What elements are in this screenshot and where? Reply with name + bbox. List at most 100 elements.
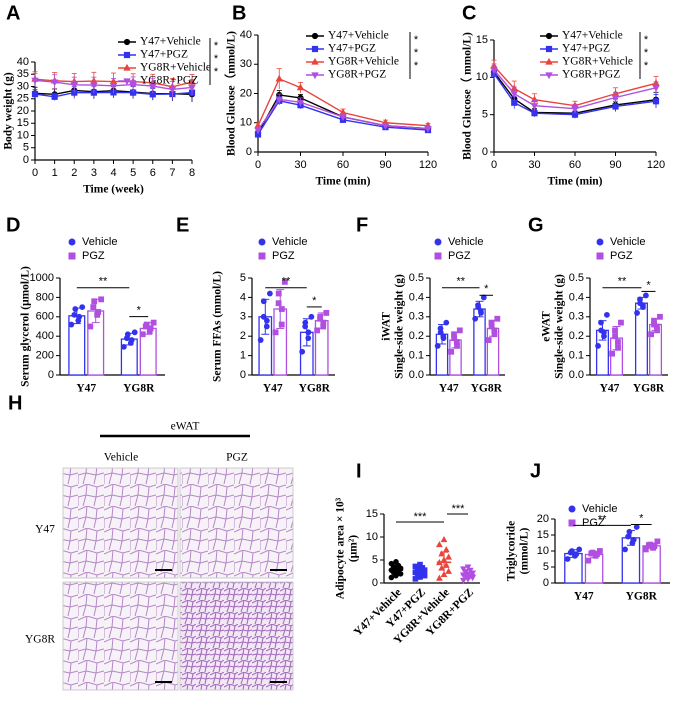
- marker: [434, 343, 441, 349]
- marker: [275, 74, 283, 82]
- marker: [545, 45, 553, 53]
- marker: [618, 319, 624, 326]
- marker: [302, 319, 309, 326]
- panel-letter: D: [6, 214, 20, 236]
- significance-label: *: [644, 47, 649, 59]
- marker: [417, 561, 423, 568]
- y-tick-label: 15: [17, 117, 29, 129]
- y-axis-label: iWAT: [381, 312, 393, 341]
- legend-label: PGZ: [582, 517, 605, 529]
- significance-label: *: [644, 34, 649, 46]
- y-tick-label: 10: [240, 117, 252, 129]
- y-tick-label: 10: [537, 545, 549, 557]
- x-tick-label: YG8R: [633, 383, 665, 395]
- x-tick-label: 120: [419, 159, 437, 171]
- y-tick-label: 0: [246, 146, 252, 158]
- marker: [412, 576, 419, 582]
- legend-label: YG8R+PGZ: [140, 75, 198, 87]
- y-tick-label: 0.5: [409, 272, 424, 284]
- legend-label: Y47+PGZ: [562, 43, 610, 55]
- marker: [440, 333, 447, 340]
- marker: [642, 546, 649, 553]
- y-tick-label: 10: [476, 71, 488, 83]
- marker: [91, 298, 98, 305]
- y-axis-label: Serum FFAs (mmol/L): [212, 271, 224, 382]
- x-tick-label: 1: [52, 167, 58, 179]
- marker: [597, 548, 603, 554]
- marker: [634, 310, 640, 316]
- legend-label: Y47+Vehicle: [140, 36, 201, 48]
- y-tick-label: 20: [17, 105, 29, 117]
- micrograph: [179, 467, 294, 579]
- x-tick-label: 3: [91, 167, 97, 179]
- marker: [437, 325, 444, 332]
- x-tick-label: YG8R: [626, 591, 658, 603]
- x-tick-label: Y47: [600, 383, 620, 395]
- marker: [448, 348, 455, 355]
- y-tick-label: 800: [36, 291, 54, 303]
- x-tick-label: 90: [379, 159, 391, 171]
- marker: [456, 327, 463, 334]
- panel-letter: E: [176, 214, 189, 236]
- marker: [317, 313, 324, 320]
- x-tick-label: 0: [255, 159, 261, 171]
- marker: [615, 344, 621, 351]
- legend-label: PGZ: [82, 250, 105, 262]
- y-tick-label: 1000: [30, 272, 54, 284]
- x-tick-label: 30: [528, 159, 540, 171]
- marker: [188, 84, 196, 92]
- marker: [272, 329, 279, 336]
- marker: [388, 560, 395, 567]
- y-tick-label: 4: [240, 291, 246, 303]
- marker: [131, 329, 138, 336]
- marker: [545, 72, 553, 80]
- marker: [609, 350, 615, 357]
- marker: [90, 82, 98, 90]
- marker: [436, 541, 443, 548]
- y-tick-label: 0.0: [569, 369, 584, 381]
- y-tick-label: 10: [366, 531, 378, 543]
- marker: [296, 99, 305, 107]
- legend-label: PGZ: [272, 250, 295, 262]
- x-tick-label: Y47: [439, 383, 459, 395]
- marker: [651, 317, 657, 324]
- marker: [412, 563, 419, 570]
- significance-label: **: [456, 276, 465, 288]
- legend-label: YG8R+Vehicle: [562, 56, 633, 68]
- legend-label: YG8R+PGZ: [328, 69, 386, 81]
- y-tick-label: 0.4: [409, 291, 424, 303]
- micrograph: [179, 581, 294, 691]
- marker: [381, 123, 390, 130]
- marker: [585, 557, 592, 564]
- marker: [254, 127, 262, 135]
- x-tick-label: Y47: [76, 383, 96, 395]
- significance-label: ***: [414, 511, 428, 523]
- marker: [120, 343, 127, 350]
- y-tick-label: 400: [36, 330, 54, 342]
- significance-label: **: [598, 513, 607, 525]
- marker: [266, 290, 273, 297]
- x-tick-label: 60: [569, 159, 581, 171]
- panel-letter: A: [6, 2, 20, 24]
- marker: [545, 57, 553, 65]
- marker: [652, 85, 660, 92]
- marker: [311, 32, 319, 40]
- y-tick-label: 0: [482, 146, 488, 158]
- column-label: PGZ: [226, 452, 248, 464]
- marker: [598, 327, 604, 334]
- x-axis-label: Time (min): [547, 176, 602, 188]
- marker: [442, 546, 450, 553]
- y-tick-label: 0.0: [409, 369, 424, 381]
- marker: [123, 63, 131, 71]
- marker: [311, 72, 319, 80]
- y-tick-label: 2: [240, 330, 246, 342]
- y-tick-label: 0.4: [569, 291, 584, 303]
- marker: [490, 67, 498, 75]
- y-tick-label: 0.3: [409, 311, 424, 323]
- marker: [494, 315, 501, 322]
- marker: [460, 566, 467, 573]
- x-tick-label: 0: [491, 159, 497, 171]
- marker: [109, 83, 118, 90]
- marker: [393, 559, 399, 565]
- marker: [258, 252, 266, 260]
